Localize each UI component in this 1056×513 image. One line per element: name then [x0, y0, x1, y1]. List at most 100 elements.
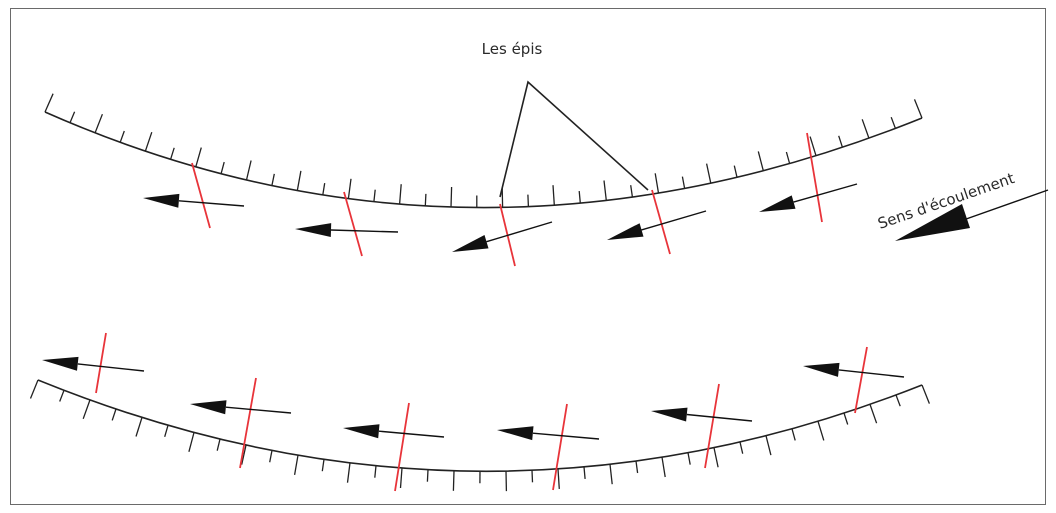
groyne-line: [552, 403, 568, 491]
bank-tick: [450, 186, 453, 208]
arrow-shaft: [838, 369, 905, 378]
bank-tick: [713, 447, 719, 468]
bank-tick: [195, 147, 202, 167]
bank-tick: [869, 404, 878, 424]
main-flow-arrow-shaft: [951, 189, 1049, 225]
bank-tick: [374, 465, 377, 478]
bank-tick: [609, 464, 613, 485]
bank-tick: [913, 99, 923, 119]
arrow-shaft: [330, 229, 399, 233]
spur-pointer-lines: [499, 80, 649, 198]
bank-tick: [347, 178, 352, 199]
groyne-line: [343, 191, 363, 257]
flow-arrows: [42, 183, 905, 441]
bank-tick: [739, 441, 744, 454]
arrow-shaft: [793, 183, 858, 203]
flow-arrow: [143, 193, 245, 208]
bank-tick: [111, 408, 117, 421]
bank-tick: [322, 182, 326, 196]
bank-tick: [296, 170, 302, 191]
bank-tick: [583, 466, 586, 479]
bank-line: [44, 111, 923, 209]
arrow-left-icon: [42, 356, 79, 371]
arrow-shaft: [532, 432, 600, 440]
bank-tick: [82, 399, 91, 420]
bank-tick: [733, 165, 738, 178]
bank-tick: [245, 160, 252, 181]
bank-tick: [452, 470, 455, 491]
bank-tick: [661, 457, 666, 478]
large-arrow-icon: [895, 204, 970, 241]
bank-tick: [220, 161, 225, 174]
arrow-shaft: [225, 406, 292, 414]
bank-tick: [293, 455, 299, 476]
arrow-shaft: [378, 430, 445, 438]
arrow-shaft: [178, 200, 245, 207]
bank-tick: [188, 432, 195, 452]
groyne-line: [95, 332, 107, 394]
flow-arrow: [343, 424, 445, 439]
bank-tick: [399, 467, 403, 489]
bank-tick: [424, 193, 427, 206]
arrow-left-icon: [607, 223, 644, 240]
arrow-left-icon: [295, 223, 332, 237]
arrow-left-icon: [452, 235, 489, 252]
bank-tick: [69, 111, 76, 123]
flow-arrow: [497, 426, 600, 441]
arrow-shaft: [486, 221, 553, 243]
bank-tick: [817, 421, 825, 441]
flow-arrow: [759, 183, 858, 212]
bank-tick: [164, 425, 169, 437]
arrow-left-icon: [190, 400, 227, 415]
bank-tick: [654, 173, 660, 194]
flow-arrow: [607, 210, 707, 240]
bank-tick: [557, 468, 560, 489]
main-flow-arrow: [895, 189, 1049, 241]
flow-arrow: [651, 407, 753, 422]
arrow-shaft: [641, 210, 707, 231]
groyne-line: [651, 189, 671, 255]
bank-tick: [398, 184, 402, 205]
bank-tick: [757, 151, 764, 171]
bank-tick: [603, 180, 607, 201]
bank-tick: [687, 452, 691, 465]
arrow-left-icon: [343, 424, 380, 439]
bank-tick: [169, 147, 175, 160]
bank-tick: [346, 462, 351, 483]
bank-tick: [635, 461, 639, 474]
bank-tick: [44, 93, 54, 113]
groyne-line: [239, 377, 257, 469]
bank-tick: [765, 435, 772, 456]
arrow-left-icon: [803, 362, 840, 377]
bank-tick: [921, 384, 931, 404]
flow-arrow: [190, 400, 292, 415]
bank-tick: [59, 390, 65, 402]
bank-tick: [269, 450, 273, 463]
groyne-line: [191, 162, 211, 229]
bank-tick: [861, 119, 870, 139]
bank-tick: [843, 412, 849, 425]
bank-tick: [552, 185, 555, 206]
bank-tick: [321, 459, 325, 472]
bank-tick: [531, 470, 534, 483]
bank-tick: [527, 194, 530, 207]
arrow-left-icon: [651, 407, 688, 422]
bank-tick: [144, 131, 153, 152]
arrow-left-icon: [143, 193, 180, 208]
arrow-shaft: [686, 413, 753, 422]
flow-arrow: [42, 356, 145, 372]
bank-tick: [681, 176, 686, 189]
bank-tick: [29, 379, 39, 399]
spur-label: Les épis: [482, 40, 543, 58]
bank-tick: [838, 135, 844, 148]
arrow-shaft: [77, 363, 145, 372]
bank-tick: [809, 136, 817, 156]
bank-tick: [630, 185, 634, 198]
bank-tick: [705, 163, 712, 184]
flow-arrow: [803, 362, 905, 378]
upper-bank: [44, 93, 923, 209]
flow-arrow: [452, 221, 553, 252]
groynes: [95, 132, 868, 492]
bank-line: [37, 379, 923, 473]
